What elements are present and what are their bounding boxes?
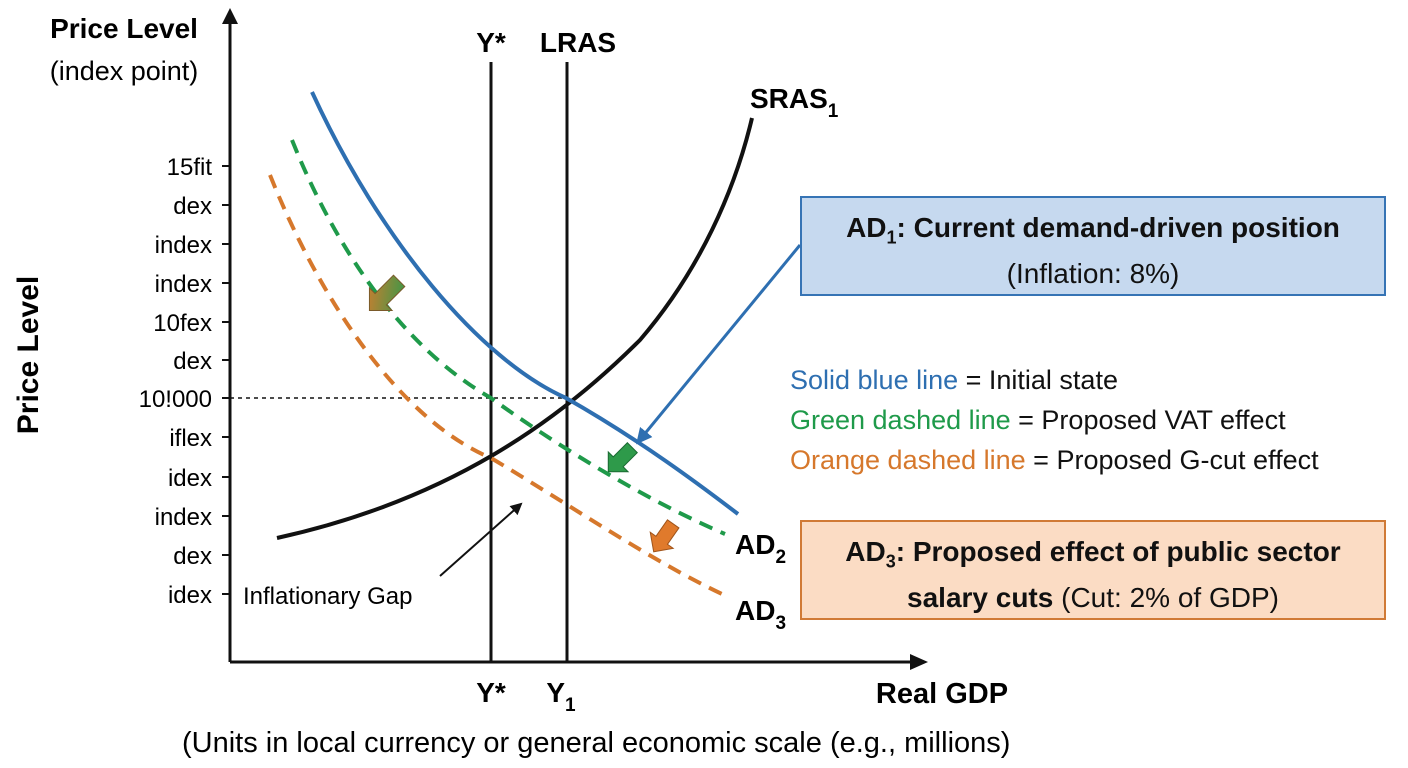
ad1-callout-box: AD1: Current demand-driven position (Inf…: [800, 196, 1386, 296]
ystar-top-label: Y*: [476, 27, 506, 58]
ad1-callout-arrow: [636, 244, 802, 445]
legend-item-orange: Orange dashed line = Proposed G-cut effe…: [790, 445, 1319, 475]
y-tick-label: 10fex: [153, 310, 212, 337]
legend-item-blue: Solid blue line = Initial state: [790, 365, 1118, 395]
legend-item-green: Green dashed line = Proposed VAT effect: [790, 405, 1286, 435]
y-tick-label: index: [155, 232, 212, 259]
ad2-label: AD2: [735, 529, 786, 568]
ad3-curve: [268, 174, 723, 596]
y-axis-side-title: Price Level: [12, 276, 45, 434]
ad3-label: AD3: [735, 595, 786, 634]
lras-label: LRAS: [540, 27, 616, 58]
y-tick-label: dex: [173, 543, 212, 570]
y-tick-label: index: [155, 271, 212, 298]
y-axis-title: Price Level: [50, 13, 198, 44]
ad1-curve: [310, 91, 740, 516]
y-tick-label: dex: [173, 193, 212, 220]
ad3-box-detail: salary cuts (Cut: 2% of GDP): [907, 581, 1279, 613]
ad2-curve: [290, 139, 726, 536]
legend: Solid blue line = Initial state Green da…: [790, 360, 1408, 480]
sras-curve: [276, 117, 754, 540]
shift-arrow-icon: [368, 274, 406, 312]
y-tick-label: iflex: [169, 425, 212, 452]
inflationary-gap-label: Inflationary Gap: [243, 583, 412, 610]
y-tick-label: idex: [168, 582, 212, 609]
x-tick-y1: Y1: [546, 677, 576, 716]
x-tick-ystar: Y*: [476, 677, 506, 708]
y-tick-label: 10!000: [139, 386, 212, 413]
y-ticks: [222, 165, 230, 595]
ad3-callout-box: AD3: Proposed effect of public sector sa…: [800, 520, 1386, 620]
ad1-box-title: AD1: Current demand-driven position: [846, 212, 1340, 248]
x-axis-title: Real GDP: [876, 678, 1008, 710]
x-axis-arrowhead: [910, 654, 928, 670]
ad1-box-detail: (Inflation: 8%): [1006, 257, 1180, 289]
sras-label: SRAS1: [750, 83, 839, 122]
y-tick-label: dex: [173, 348, 212, 375]
gap-pointer-arrow: [439, 502, 523, 577]
y-axis-arrowhead: [222, 8, 238, 24]
y-tick-label: index: [155, 504, 212, 531]
y-tick-label: idex: [168, 465, 212, 492]
y-axis-subtitle: (index point): [50, 56, 199, 86]
units-note: (Units in local currency or general econ…: [182, 727, 1010, 759]
shift-arrow-icon: [607, 442, 638, 473]
shift-arrow-icon: [649, 519, 680, 553]
ad3-box-title: AD3: Proposed effect of public sector: [845, 536, 1341, 572]
y-tick-label: 15fit: [167, 154, 213, 181]
